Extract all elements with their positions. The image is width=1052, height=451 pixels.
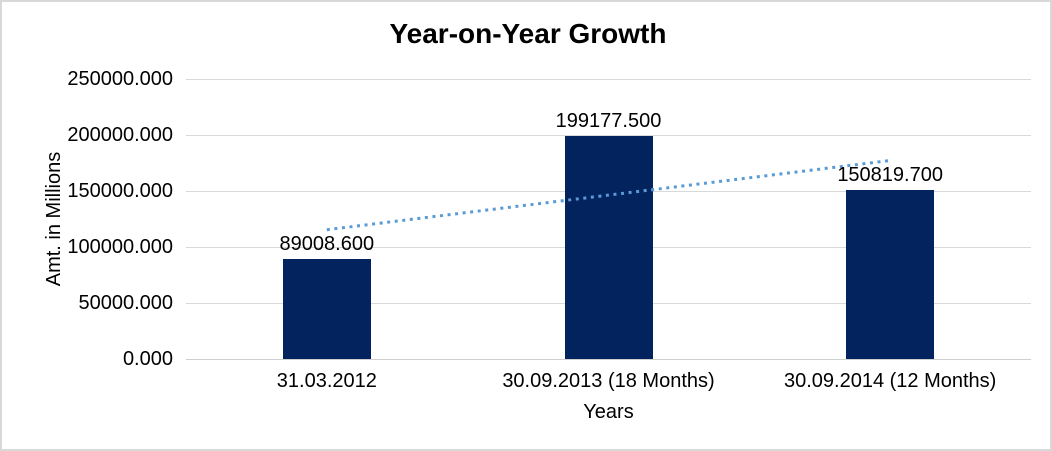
trendline-dotted-line <box>326 159 891 232</box>
bar-30.09.2014 (12 Months) <box>846 190 935 359</box>
x-tick-label: 30.09.2014 (12 Months) <box>783 370 997 392</box>
gridline <box>186 79 1031 80</box>
y-tick-label: 150000.000 <box>67 180 173 202</box>
x-axis-title: Years <box>583 401 634 423</box>
y-tick-label: 0.000 <box>122 348 173 370</box>
x-tick-label: 30.09.2013 (18 Months) <box>502 370 715 392</box>
data-label: 150819.700 <box>837 164 943 187</box>
plot-area: 89008.600 199177.500 150819.700 31.03.2012… <box>186 79 1031 392</box>
chart-title: Year-on-Year Growth <box>389 18 667 49</box>
y-axis-title: Amt. in Millions <box>43 151 65 287</box>
x-axis-line <box>186 359 1031 360</box>
y-tick-label: 50000.000 <box>78 292 173 314</box>
trendline <box>326 159 891 232</box>
x-tick-label: 31.03.2012 <box>276 370 377 392</box>
data-label: 89008.600 <box>279 233 375 256</box>
y-tick-label: 200000.000 <box>67 124 173 146</box>
y-tick-label: 250000.000 <box>67 68 173 90</box>
data-label: 199177.500 <box>555 109 662 132</box>
bar-31.03.2012 <box>282 259 371 359</box>
gridline <box>186 135 1031 136</box>
y-tick-label: 100000.000 <box>67 236 173 258</box>
bar-30.09.2013 (18 Months) <box>564 135 653 359</box>
